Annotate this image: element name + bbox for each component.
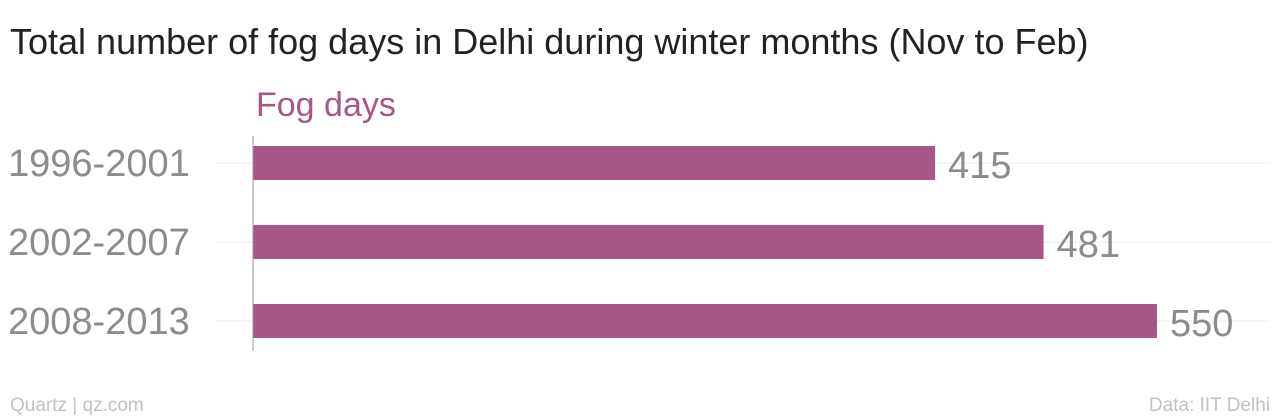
chart-title: Total number of fog days in Delhi during… (10, 21, 1089, 62)
value-label: 415 (948, 145, 1011, 187)
series-label: Fog days (256, 86, 396, 124)
category-label: 2008-2013 (8, 301, 190, 343)
category-label: 2002-2007 (8, 222, 190, 264)
labels: 1996-2001 415 2002-2007 481 2008-2013 550 (8, 143, 1233, 345)
footer-credit: Quartz | qz.com (10, 395, 144, 416)
bar (253, 225, 1044, 259)
bar (253, 304, 1157, 338)
bar (253, 146, 936, 180)
bars (253, 146, 1157, 338)
footer-source: Data: IIT Delhi (1149, 395, 1270, 416)
category-label: 1996-2001 (8, 143, 190, 185)
value-label: 550 (1170, 303, 1233, 345)
value-label: 481 (1057, 224, 1120, 266)
